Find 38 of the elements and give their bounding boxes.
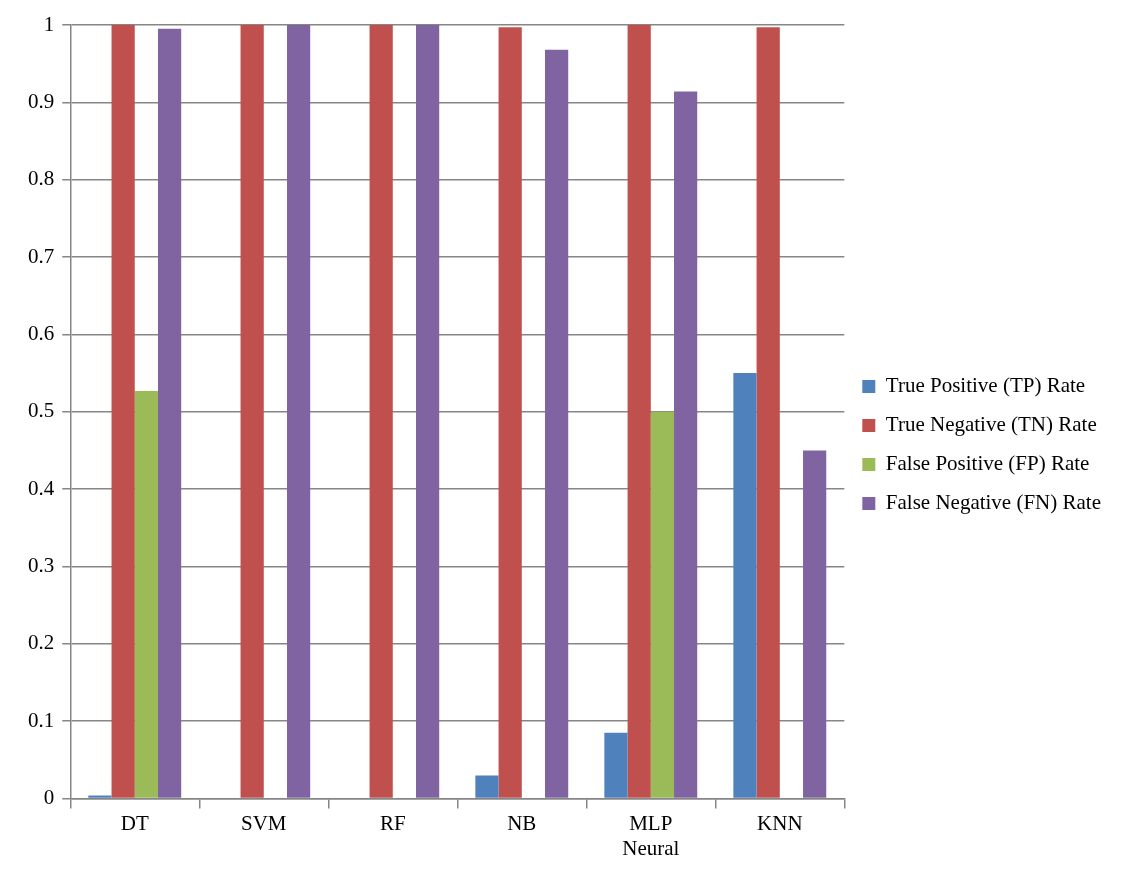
y-tick-label: 0.8 <box>28 166 55 191</box>
bar <box>157 28 182 798</box>
bar <box>498 27 522 798</box>
y-tick-label: 0 <box>43 785 55 810</box>
bar <box>733 373 757 798</box>
y-tick-label: 0.3 <box>28 553 55 578</box>
y-tick-label: 0.1 <box>28 707 55 732</box>
bar <box>475 775 499 798</box>
x-tick-label: MLP Neural <box>622 810 680 860</box>
y-tick-label: 0.5 <box>28 398 55 423</box>
legend-label: False Negative (FN) Rate <box>885 490 1102 515</box>
bar <box>803 450 827 798</box>
bar <box>286 25 311 798</box>
bar <box>134 390 158 798</box>
x-tick-label: KNN <box>757 810 803 835</box>
x-tick-label: SVM <box>241 810 287 835</box>
y-tick-label: 0.9 <box>28 88 55 113</box>
x-tick-label: RF <box>379 810 406 835</box>
bar <box>604 732 628 798</box>
bar <box>674 91 698 798</box>
y-tick-label: 0.4 <box>28 475 55 500</box>
legend-label: True Negative (TN) Rate <box>885 412 1097 437</box>
legend-label: False Positive (FP) Rate <box>885 451 1090 476</box>
bar <box>627 25 651 798</box>
bar <box>369 25 393 798</box>
legend-label: True Positive (TP) Rate <box>885 373 1086 398</box>
x-tick-label: DT <box>120 810 149 835</box>
bar <box>545 49 569 798</box>
y-tick-label: 0.7 <box>28 243 55 268</box>
y-tick-label: 1 <box>43 11 55 36</box>
bar <box>416 25 440 798</box>
bar <box>240 25 264 798</box>
bar <box>650 411 675 798</box>
y-tick-label: 0.6 <box>28 320 55 345</box>
bar <box>111 25 135 798</box>
y-tick-label: 0.2 <box>28 630 55 655</box>
x-tick-label: NB <box>507 810 537 835</box>
bar <box>756 27 780 798</box>
